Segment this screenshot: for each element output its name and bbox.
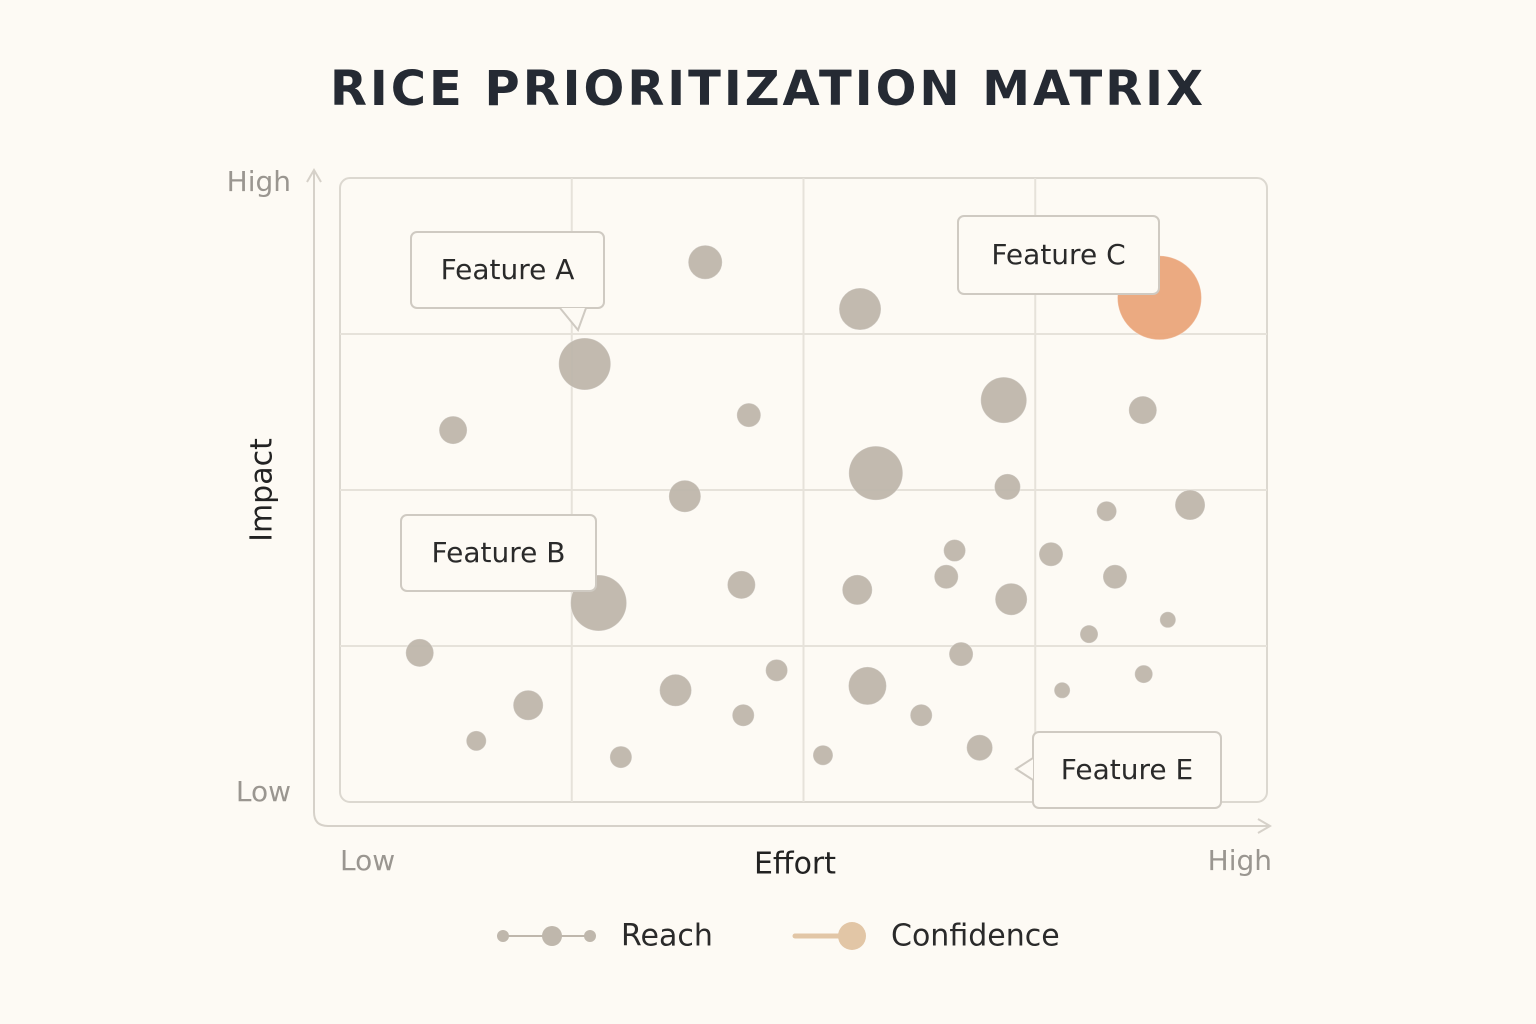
annotation: Feature E <box>1061 753 1193 786</box>
bubble <box>609 745 633 769</box>
legend-label: Reach <box>621 919 713 954</box>
bubble <box>1159 611 1177 629</box>
bubble <box>848 445 904 501</box>
annotation: Feature B <box>432 536 566 569</box>
bubble <box>1079 624 1099 644</box>
bubble <box>465 730 487 752</box>
x-axis-label: Effort <box>754 847 836 882</box>
bubble <box>736 402 762 428</box>
bubble <box>943 539 967 563</box>
bubble <box>993 473 1021 501</box>
legend-symbol <box>497 930 509 942</box>
bubble <box>838 287 882 331</box>
bubble <box>405 638 435 668</box>
bubble <box>1128 395 1158 425</box>
bubble <box>1038 541 1064 567</box>
bubble <box>812 744 834 766</box>
chart-title: RICE PRIORITIZATION MATRIX <box>330 61 1206 117</box>
bubble <box>558 337 612 391</box>
bubble <box>933 564 959 590</box>
legend-symbol <box>838 922 866 950</box>
bubble <box>765 658 789 682</box>
callout-tail <box>1014 757 1034 781</box>
bubble <box>1102 564 1128 590</box>
bubble <box>841 574 873 606</box>
callout-box <box>410 231 605 309</box>
legend-symbol <box>542 926 562 946</box>
x-tick-label: Low <box>340 844 395 877</box>
y-tick-label: High <box>227 165 291 198</box>
y-axis-label: Impact <box>245 438 280 542</box>
bubble <box>980 376 1028 424</box>
legend-symbol <box>584 930 596 942</box>
bubble <box>1174 489 1206 521</box>
bubble <box>687 244 723 280</box>
callout-box <box>400 514 597 592</box>
bubble <box>1134 664 1154 684</box>
bubble <box>659 673 693 707</box>
annotation: Feature C <box>991 238 1125 271</box>
bubble <box>438 415 468 445</box>
bubble <box>1096 500 1118 522</box>
bubble <box>726 570 756 600</box>
bubble <box>909 703 933 727</box>
bubble <box>847 666 887 706</box>
axis-arrows <box>306 168 1272 834</box>
callout-tail <box>559 307 587 332</box>
callout-box <box>957 215 1160 295</box>
bubble <box>668 479 702 513</box>
y-tick-label: Low <box>236 775 291 808</box>
bubble <box>994 582 1028 616</box>
bubble <box>948 641 974 667</box>
legend-label: Confidence <box>891 919 1060 954</box>
bubble <box>512 689 544 721</box>
bubble <box>1053 681 1071 699</box>
axes <box>313 172 1268 827</box>
bubble <box>731 703 755 727</box>
annotation: Feature A <box>441 253 575 286</box>
x-tick-label: High <box>1208 844 1272 877</box>
legend: Reach Confidence <box>497 919 1060 954</box>
bubble <box>966 734 994 762</box>
